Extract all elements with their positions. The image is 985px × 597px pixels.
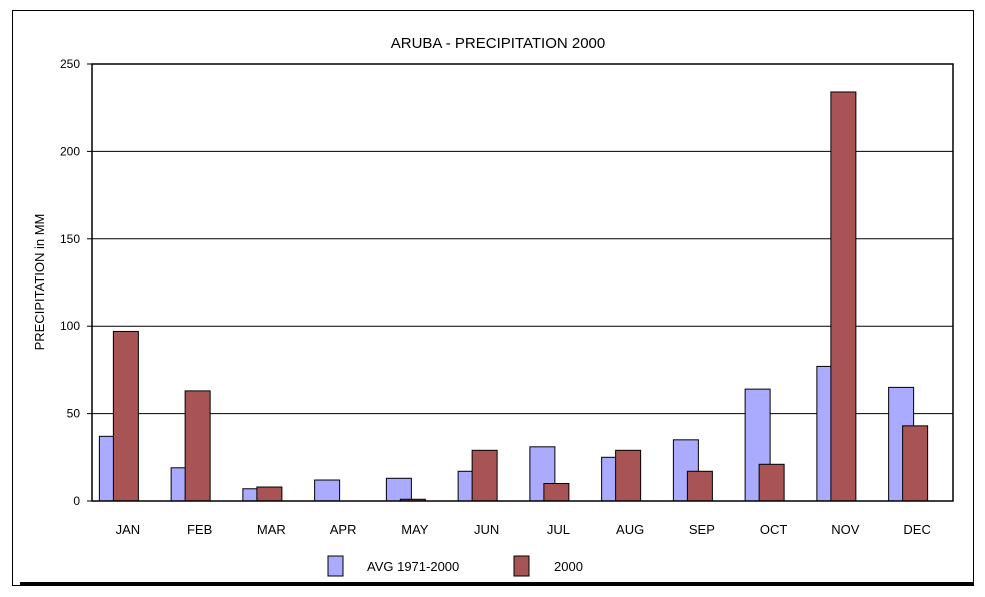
bar-avg-apr [314, 479, 341, 502]
x-tick-label: SEP [689, 522, 715, 537]
chart-title: ARUBA - PRECIPITATION 2000 [391, 35, 606, 52]
y-tick-label: 150 [60, 232, 80, 246]
x-tick-label: MAY [401, 522, 429, 537]
bar-2000-oct [758, 463, 785, 502]
legend-swatch-avg [327, 555, 344, 577]
bar-2000-sep [686, 470, 713, 502]
x-axis-ticks: JAN FEB MAR APR MAY JUN JUL AUG SEP OCT NOV DEC [116, 522, 931, 537]
y-tick-label: 100 [60, 319, 80, 333]
bars [98, 91, 929, 502]
bar-2000-nov [830, 91, 857, 502]
x-tick-label: JUL [547, 522, 570, 537]
legend-label-2000: 2000 [554, 559, 583, 574]
bar-2000-jun [471, 449, 498, 502]
plot-area-border [91, 63, 954, 502]
x-tick-label: APR [330, 522, 357, 537]
x-tick-label: NOV [831, 522, 860, 537]
legend-swatch-2000 [513, 555, 530, 577]
x-tick-label: OCT [760, 522, 788, 537]
bar-2000-dec [902, 425, 929, 502]
legend-label-avg: AVG 1971-2000 [367, 559, 459, 574]
y-tick-label: 50 [67, 407, 81, 421]
bar-2000-jan [112, 330, 139, 502]
x-tick-label: JUN [474, 522, 499, 537]
x-tick-label: DEC [903, 522, 930, 537]
bar-2000-feb [184, 390, 211, 502]
y-axis-ticks: 0 50 100 150 200 250 [60, 57, 92, 508]
bar-avg-may [385, 477, 412, 502]
x-tick-label: AUG [616, 522, 644, 537]
bar-2000-aug [615, 449, 642, 502]
y-tick-label: 0 [73, 494, 80, 508]
x-tick-label: JAN [116, 522, 141, 537]
y-tick-label: 200 [60, 144, 80, 158]
y-tick-label: 250 [60, 57, 80, 71]
bar-2000-jul [543, 483, 570, 502]
legend: AVG 1971-2000 2000 [327, 555, 583, 577]
x-tick-label: MAR [257, 522, 286, 537]
bar-2000-mar [256, 486, 283, 502]
y-axis-label: PRECIPITATION in MM [32, 214, 47, 351]
chart: ARUBA - PRECIPITATION 2000 0 50 100 150 200 2… [12, 10, 974, 586]
x-tick-label: FEB [187, 522, 212, 537]
